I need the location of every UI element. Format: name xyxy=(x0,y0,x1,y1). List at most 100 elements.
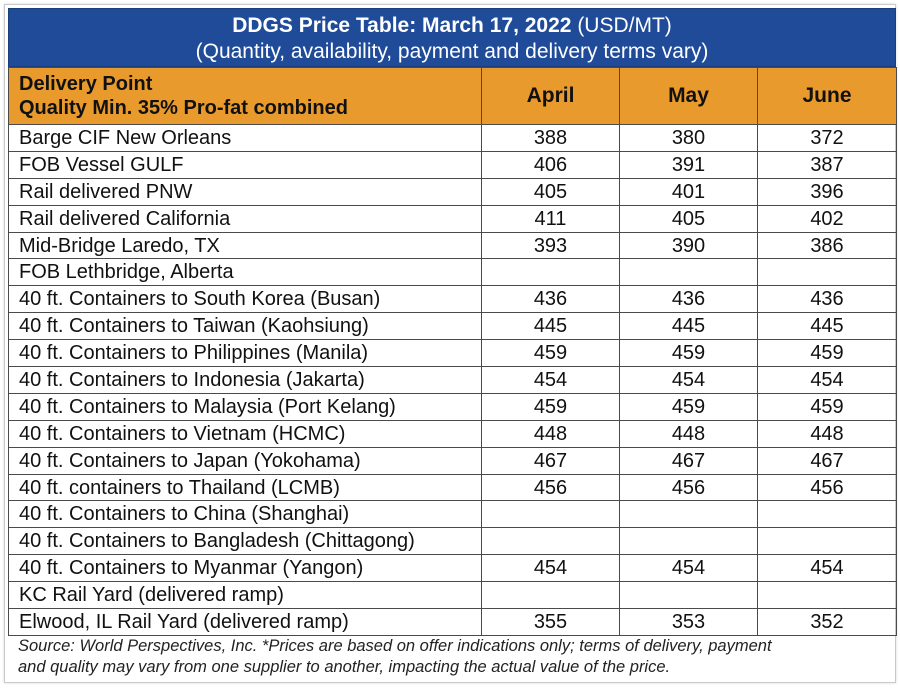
april-price-cell: 467 xyxy=(481,446,620,475)
source-note: Source: World Perspectives, Inc. *Prices… xyxy=(8,635,896,678)
table-row: 40 ft. Containers to Philippines (Manila… xyxy=(8,339,897,368)
table-title-bar: DDGS Price Table: March 17, 2022 (USD/MT… xyxy=(8,8,896,67)
june-price-cell: 459 xyxy=(757,339,897,368)
april-price-cell xyxy=(481,500,620,529)
may-price-cell: 405 xyxy=(619,204,758,233)
april-price-cell xyxy=(481,581,620,610)
may-price-cell: 445 xyxy=(619,312,758,341)
june-price-cell xyxy=(757,258,897,287)
delivery-point-cell: 40 ft. Containers to Bangladesh (Chittag… xyxy=(8,527,482,556)
april-price-cell: 459 xyxy=(481,392,620,421)
april-price-cell xyxy=(481,527,620,556)
table-header: Delivery Point Quality Min. 35% Pro-fat … xyxy=(8,67,897,125)
delivery-point-cell: 40 ft. Containers to Japan (Yokohama) xyxy=(8,446,482,475)
may-price-cell: 353 xyxy=(619,608,758,636)
june-price-cell: 456 xyxy=(757,473,897,502)
april-price-cell: 448 xyxy=(481,419,620,448)
june-price-cell: 436 xyxy=(757,285,897,314)
header-row: Delivery Point Quality Min. 35% Pro-fat … xyxy=(8,67,897,125)
may-price-cell: 391 xyxy=(619,150,758,179)
delivery-point-cell: 40 ft. Containers to Taiwan (Kaohsiung) xyxy=(8,312,482,341)
may-price-cell: 448 xyxy=(619,419,758,448)
table-row: 40 ft. Containers to China (Shanghai) xyxy=(8,500,897,529)
april-price-cell: 454 xyxy=(481,554,620,583)
april-price-cell xyxy=(481,258,620,287)
april-price-cell: 459 xyxy=(481,339,620,368)
delivery-point-cell: FOB Vessel GULF xyxy=(8,150,482,179)
table-row: 40 ft. Containers to Japan (Yokohama) 467… xyxy=(8,446,897,475)
june-price-cell: 448 xyxy=(757,419,897,448)
table-row: Barge CIF New Orleans 388 380 372 xyxy=(8,124,897,152)
table-title: DDGS Price Table: March 17, 2022 (USD/MT… xyxy=(9,13,895,39)
table-row: 40 ft. Containers to Bangladesh (Chittag… xyxy=(8,527,897,556)
table-subtitle: (Quantity, availability, payment and del… xyxy=(195,40,709,63)
delivery-point-cell: Mid-Bridge Laredo, TX xyxy=(8,231,482,260)
april-price-cell: 436 xyxy=(481,285,620,314)
delivery-point-cell: 40 ft. Containers to Philippines (Manila… xyxy=(8,339,482,368)
may-price-cell: 459 xyxy=(619,392,758,421)
june-price-cell: 459 xyxy=(757,392,897,421)
may-price-cell xyxy=(619,500,758,529)
april-price-cell: 393 xyxy=(481,231,620,260)
delivery-point-cell: 40 ft. Containers to Myanmar (Yangon) xyxy=(8,554,482,583)
may-price-cell: 456 xyxy=(619,473,758,502)
june-price-cell xyxy=(757,527,897,556)
april-price-cell: 445 xyxy=(481,312,620,341)
june-price-cell xyxy=(757,581,897,610)
table-row: 40 ft. Containers to Vietnam (HCMC) 448 44… xyxy=(8,419,897,448)
may-price-cell: 454 xyxy=(619,366,758,394)
title-main: DDGS Price Table: March 17, 2022 xyxy=(232,14,572,37)
column-header-june: June xyxy=(757,67,897,125)
june-price-cell: 402 xyxy=(757,204,897,233)
april-price-cell: 405 xyxy=(481,177,620,206)
may-price-cell xyxy=(619,258,758,287)
column-header-may: May xyxy=(619,67,758,125)
column-header-april: April xyxy=(481,67,620,125)
may-price-cell: 436 xyxy=(619,285,758,314)
may-price-cell: 467 xyxy=(619,446,758,475)
delivery-point-label: Delivery Point xyxy=(19,73,153,95)
source-line-2: and quality may vary from one supplier t… xyxy=(18,658,671,676)
table-row: KC Rail Yard (delivered ramp) xyxy=(8,581,897,610)
june-price-cell: 387 xyxy=(757,150,897,179)
may-price-cell xyxy=(619,527,758,556)
column-header-delivery-point: Delivery Point Quality Min. 35% Pro-fat … xyxy=(8,67,482,125)
table-row: 40 ft. Containers to South Korea (Busan)… xyxy=(8,285,897,314)
may-price-cell: 380 xyxy=(619,124,758,152)
delivery-point-cell: 40 ft. Containers to China (Shanghai) xyxy=(8,500,482,529)
may-price-cell: 454 xyxy=(619,554,758,583)
june-price-cell: 467 xyxy=(757,446,897,475)
june-price-cell: 454 xyxy=(757,554,897,583)
delivery-point-cell: 40 ft. Containers to Vietnam (HCMC) xyxy=(8,419,482,448)
quality-label: Quality Min. 35% Pro-fat combined xyxy=(19,97,348,119)
may-price-cell: 390 xyxy=(619,231,758,260)
delivery-point-cell: Rail delivered PNW xyxy=(8,177,482,206)
table-row: 40 ft. Containers to Indonesia (Jakarta)… xyxy=(8,366,897,394)
table-row: Elwood, IL Rail Yard (delivered ramp) 355… xyxy=(8,608,897,636)
delivery-point-cell: Rail delivered California xyxy=(8,204,482,233)
delivery-point-cell: KC Rail Yard (delivered ramp) xyxy=(8,581,482,610)
delivery-point-cell: Barge CIF New Orleans xyxy=(8,124,482,152)
april-price-cell: 454 xyxy=(481,366,620,394)
may-price-cell: 459 xyxy=(619,339,758,368)
delivery-point-cell: 40 ft. Containers to Indonesia (Jakarta) xyxy=(8,366,482,394)
table-row: Rail delivered PNW 405 401 396 xyxy=(8,177,897,206)
april-price-cell: 411 xyxy=(481,204,620,233)
april-price-cell: 406 xyxy=(481,150,620,179)
table-row: 40 ft. containers to Thailand (LCMB) 456 4… xyxy=(8,473,897,502)
april-price-cell: 388 xyxy=(481,124,620,152)
june-price-cell: 352 xyxy=(757,608,897,636)
delivery-point-cell: 40 ft. containers to Thailand (LCMB) xyxy=(8,473,482,502)
april-price-cell: 456 xyxy=(481,473,620,502)
price-table: Delivery Point Quality Min. 35% Pro-fat … xyxy=(8,67,897,636)
delivery-point-cell: FOB Lethbridge, Alberta xyxy=(8,258,482,287)
june-price-cell xyxy=(757,500,897,529)
table-row: 40 ft. Containers to Taiwan (Kaohsiung) 4… xyxy=(8,312,897,341)
title-units: (USD/MT) xyxy=(577,14,672,37)
table-row: Mid-Bridge Laredo, TX 393 390 386 xyxy=(8,231,897,260)
june-price-cell: 454 xyxy=(757,366,897,394)
table-row: FOB Lethbridge, Alberta xyxy=(8,258,897,287)
table-body: Barge CIF New Orleans 388 380 372 FOB Vessel… xyxy=(8,124,897,636)
table-row: FOB Vessel GULF 406 391 387 xyxy=(8,150,897,179)
delivery-point-cell: 40 ft. Containers to South Korea (Busan) xyxy=(8,285,482,314)
